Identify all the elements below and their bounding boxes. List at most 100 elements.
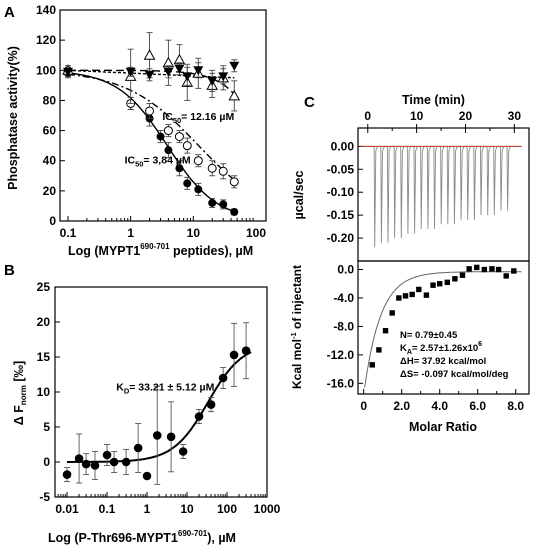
panel-c-bottom-point	[474, 264, 480, 271]
panel-b-point	[166, 432, 176, 442]
panel-c-top-xtick-label: 10	[410, 109, 424, 123]
panel-c-bottom-ytick-label: -4.0	[333, 291, 354, 305]
panel-a-point-filled-triangle	[163, 67, 174, 77]
panel-c-top-x-ticks: 0 10 20 30	[364, 109, 521, 133]
panel-a-xtick-label: 100	[246, 226, 266, 240]
panel-a-point-filled-triangle	[125, 67, 136, 77]
panel-label-c: C	[304, 94, 315, 111]
panel-b-point	[206, 400, 216, 409]
panel-a-point-filled-triangle	[207, 76, 218, 86]
panel-b-xtick-label: 1000	[254, 502, 281, 516]
panel-c-bottom-xtick-label: 6.0	[469, 399, 486, 413]
panel-b-ytick-label: 20	[37, 315, 51, 329]
panel-c-top-xlabel: Time (min)	[402, 93, 465, 107]
panel-c-bottom-point	[495, 266, 502, 273]
panel-c-annotation-n: N= 0.79±0.45	[400, 330, 458, 341]
panel-b-x-ticks: 0.01 0.1 1 10 100 1000	[54, 492, 281, 516]
panel-c-bottom-ytick-label: -16.0	[327, 376, 355, 390]
panel-a-point-open-circle	[174, 132, 184, 142]
panel-a-ytick-label: 40	[43, 154, 57, 168]
panel-c-bottom-point	[369, 362, 375, 368]
panel-c-bottom-xtick-label: 4.0	[431, 399, 448, 413]
panel-a-points	[62, 32, 241, 216]
panel-a-ytick-label: 60	[43, 124, 57, 138]
panel-a-point-open-circle	[193, 156, 203, 166]
panel-c-annotation-dh: ΔH= 37.92 kcal/mol	[400, 356, 486, 367]
panel-b-point	[133, 443, 143, 453]
panel-b-point	[102, 450, 112, 460]
panel-b-xtick-label: 1	[144, 502, 151, 516]
panel-c-top-xtick-label: 20	[459, 109, 473, 123]
panel-c-top-ylabel: µcal/sec	[292, 171, 306, 220]
panel-a-fit-triangle	[68, 69, 235, 95]
panel-b-point	[218, 373, 228, 383]
panel-b-xtick-label: 0.1	[99, 502, 116, 516]
panel-a-ytick-label: 20	[43, 184, 57, 198]
panel-a-point-open-circle	[182, 141, 192, 151]
panel-c-bottom-point	[489, 266, 495, 272]
panel-a-fit-triangle-down	[67, 69, 235, 79]
panel-c-bottom-point	[376, 347, 382, 353]
panel-c-top-xtick-label: 0	[364, 109, 371, 123]
panel-c-bottom-point	[416, 286, 422, 293]
panel-b-point	[152, 431, 162, 440]
panel-a-chart: 0 20 40 60 80 100 120 140 0.1 1 10 100 Phosphatase…	[6, 3, 267, 258]
panel-a-point-open-triangle	[228, 89, 241, 101]
panel-c-annotation-ka: KA= 2.57±1.26x106	[400, 341, 482, 356]
panel-label-b: B	[4, 262, 15, 279]
panel-c-top-ytick-label: -0.20	[327, 231, 355, 245]
panel-c-bottom-point	[511, 268, 517, 274]
panel-b-point	[229, 350, 239, 360]
panel-c-bottom-ylabel: Kcal mol-1 of injectant	[289, 265, 304, 389]
panel-c-bottom-x-ticks: 0 2.0 4.0 6.0 8.0	[360, 389, 524, 413]
panel-c-bottom-point	[459, 272, 466, 278]
panel-a-xtick-label: 1	[127, 226, 134, 240]
panel-b-y-ticks: -5 0 5 10 15 20 25	[37, 280, 60, 504]
panel-b-annotation-kd: KD= 33.21 ± 5.12 µM	[116, 382, 214, 396]
panel-a-xtick-label: 0.1	[60, 226, 77, 240]
panel-a-point-open-triangle	[143, 49, 156, 60]
panel-a-point-filled-circle	[183, 179, 192, 188]
panel-a-ytick-label: 100	[36, 63, 56, 77]
panel-b-xlabel: Log (P-Thr696-MYPT1690-701), µM	[48, 529, 236, 545]
panel-a-point-filled-circle	[156, 132, 165, 141]
panel-c-bottom-fit-line	[364, 271, 522, 388]
panel-c-bottom-point	[444, 279, 450, 286]
panel-b-point	[178, 447, 188, 456]
panel-b-fit-curve	[67, 351, 252, 463]
panel-c-bottom-point	[396, 295, 402, 301]
panel-c-bottom-point	[437, 281, 443, 287]
panel-c-bottom-point	[430, 282, 436, 288]
panel-a-annotation-ic50-open: IC50= 12.16 µM	[162, 111, 234, 125]
panel-c-bottom-point	[481, 266, 488, 273]
panel-b-ytick-label: 10	[37, 385, 51, 399]
panel-c-bottom-point	[389, 310, 395, 316]
panel-b-xtick-label: 10	[180, 502, 194, 516]
panel-c-bottom-xtick-label: 2.0	[393, 399, 410, 413]
panel-c-top-ytick-label: 0.00	[331, 139, 355, 153]
panel-a-point-open-circle	[229, 177, 239, 187]
panel-b-point	[241, 346, 251, 356]
panel-b-point	[81, 459, 91, 469]
panel-b-ytick-label: 0	[43, 455, 50, 469]
panel-a-point-open-circle	[163, 126, 173, 136]
panel-b-ytick-label: 25	[37, 280, 51, 294]
panel-a-point-open-circle	[207, 163, 217, 173]
panel-b-point	[62, 470, 72, 479]
panel-c-bottom-point	[466, 266, 472, 272]
panel-a-ylabel: Phosphatase activity(%)	[6, 46, 20, 190]
panel-c-bottom-ytick-label: -8.0	[333, 319, 354, 333]
panel-b-ytick-label: -5	[39, 490, 50, 504]
panel-b-point	[109, 457, 119, 467]
panel-c-bottom-point	[402, 293, 409, 299]
panel-b-fit-line	[67, 351, 252, 463]
panel-a-xtick-label: 10	[187, 226, 201, 240]
panel-a-x-ticks: 0.1 1 10 100	[60, 216, 266, 240]
panel-a-ytick-label: 80	[43, 93, 57, 107]
panel-a-point-filled-triangle	[218, 72, 229, 82]
panel-c-bottom-xtick-label: 8.0	[507, 399, 524, 413]
panel-c-bottom-y-ticks: 0.0 -4.0 -8.0 -12.0 -16.0	[327, 263, 363, 390]
panel-c-bottom-point	[423, 292, 430, 298]
panel-a-point-open-circle	[218, 166, 228, 176]
panel-c-bottom-point	[409, 291, 415, 298]
